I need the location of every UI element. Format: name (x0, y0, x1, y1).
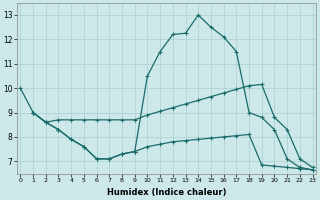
X-axis label: Humidex (Indice chaleur): Humidex (Indice chaleur) (107, 188, 226, 197)
